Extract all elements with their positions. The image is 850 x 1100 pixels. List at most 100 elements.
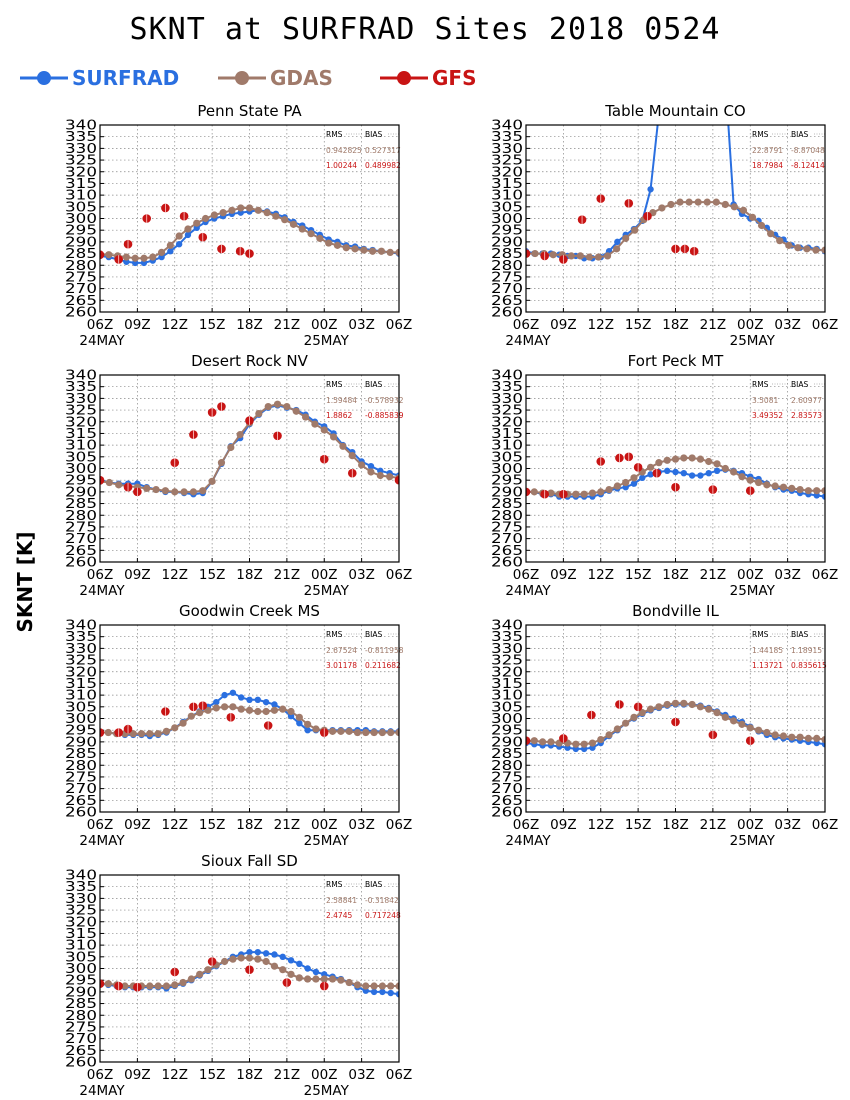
y-tick-label: 320 xyxy=(65,414,97,430)
y-tick-label: 285 xyxy=(65,746,97,762)
gdas-series-point xyxy=(262,707,270,716)
gdas-series-point xyxy=(171,724,179,732)
date-label: 24MAY xyxy=(79,833,125,849)
gdas-series-point xyxy=(149,253,157,261)
gdas-series-point xyxy=(245,954,254,962)
x-tick-label: 12Z xyxy=(162,317,188,333)
stats-gfs-rms: 1.00244 xyxy=(326,161,357,170)
surfrad-series-point xyxy=(287,957,295,964)
gdas-series-point xyxy=(311,420,319,428)
y-tick-label: 340 xyxy=(65,618,97,634)
y-tick-label: 280 xyxy=(65,508,97,524)
y-tick-label: 320 xyxy=(491,664,523,680)
gdas-series-point xyxy=(622,478,630,487)
x-tick-label: 12Z xyxy=(162,1067,188,1083)
y-tick-label: 310 xyxy=(65,938,97,954)
x-tick-label: 21Z xyxy=(274,317,300,333)
x-tick-label: 21Z xyxy=(700,817,726,833)
y-tick-label: 275 xyxy=(65,519,97,535)
gdas-series-point xyxy=(605,731,613,739)
x-tick-label: 09Z xyxy=(550,817,576,833)
stats-gfs-rms: 1.13721 xyxy=(752,661,783,670)
x-tick-label: 15Z xyxy=(199,317,225,333)
gdas-series-point xyxy=(694,198,702,206)
date-label: 24MAY xyxy=(79,583,125,599)
date-label: 25MAY xyxy=(730,583,776,599)
gdas-series-point xyxy=(208,477,216,485)
stats-gdas-rms: 3.5081 xyxy=(752,396,778,405)
y-tick-label: 305 xyxy=(65,699,97,715)
gdas-series-point xyxy=(788,484,796,492)
y-tick-label: 315 xyxy=(65,176,97,192)
gdas-series-point xyxy=(358,461,366,469)
stats-gfs-rms: 1.8862 xyxy=(326,411,352,420)
gdas-series-point xyxy=(362,982,370,990)
y-tick-label: 280 xyxy=(65,258,97,274)
gdas-series-point xyxy=(804,734,812,742)
gfs-series-point xyxy=(526,487,531,497)
surfrad-series-point xyxy=(821,493,825,500)
gdas-series-point xyxy=(270,962,279,970)
x-tick-label: 00Z xyxy=(311,817,337,833)
surfrad-series-point xyxy=(697,75,703,81)
gdas-series-point xyxy=(671,455,680,463)
gdas-series-point xyxy=(638,709,646,717)
stats-gdas-bias: -0.31842 xyxy=(365,896,399,905)
surfrad-series-point xyxy=(681,75,687,81)
gdas-series-point xyxy=(530,488,538,496)
x-tick-label: 06Z xyxy=(513,567,539,583)
gdas-series-point xyxy=(140,254,148,262)
surfrad-series-point xyxy=(184,231,192,239)
date-label: 24MAY xyxy=(79,1083,125,1099)
y-tick-label: 310 xyxy=(491,188,523,204)
y-tick-label: 300 xyxy=(491,711,523,727)
gdas-series-point xyxy=(337,727,345,735)
gdas-series-point xyxy=(360,246,368,254)
x-tick-label: 18Z xyxy=(662,567,688,583)
y-tick-label: 305 xyxy=(65,449,97,465)
surfrad-series-point xyxy=(237,694,245,701)
x-tick-label: 15Z xyxy=(199,817,225,833)
y-tick-label: 300 xyxy=(65,461,97,477)
gdas-series-point xyxy=(730,717,738,725)
plot-frame xyxy=(99,374,400,563)
gdas-series-point xyxy=(685,198,693,206)
gdas-series-point xyxy=(367,468,375,476)
stats-gdas-rms: 2.67524 xyxy=(326,646,357,655)
gdas-series-point xyxy=(154,730,162,738)
gdas-series-point xyxy=(663,700,671,709)
surfrad-series-point xyxy=(680,469,688,477)
stats-gdas-bias: 0.527317 xyxy=(365,146,401,155)
surfrad-series-point xyxy=(296,960,303,968)
y-tick-label: 275 xyxy=(65,269,97,285)
gdas-series-point xyxy=(369,247,377,255)
stats-gfs-bias: 0.717248 xyxy=(365,911,401,920)
gdas-series-point xyxy=(370,728,378,737)
surfrad-series-point xyxy=(614,238,621,246)
gdas-series-point xyxy=(754,478,763,487)
y-tick-label: 310 xyxy=(491,438,523,454)
y-tick-label: 335 xyxy=(491,379,523,395)
surfrad-series-point xyxy=(688,472,696,479)
gdas-series-point xyxy=(658,204,666,212)
x-tick-label: 03Z xyxy=(348,817,374,833)
y-tick-label: 260 xyxy=(491,555,523,571)
y-tick-label: 330 xyxy=(65,141,97,157)
date-label: 25MAY xyxy=(304,583,350,599)
gdas-series-point xyxy=(376,471,384,480)
chart-title: Goodwin Creek MS xyxy=(179,602,320,620)
y-tick-label: 340 xyxy=(491,618,523,634)
y-tick-label: 290 xyxy=(65,484,97,500)
plot-frame xyxy=(525,374,826,563)
y-tick-label: 285 xyxy=(65,996,97,1012)
gdas-series-point xyxy=(220,703,229,711)
surfrad-series-point xyxy=(387,989,394,997)
gdas-series-point xyxy=(746,476,754,484)
gfs-series-point xyxy=(100,475,105,485)
gfs-series-point xyxy=(100,250,105,260)
y-tick-label: 340 xyxy=(65,118,97,134)
gdas-series-point xyxy=(272,212,280,220)
y-tick-label: 270 xyxy=(65,781,97,797)
gdas-series-point xyxy=(146,730,154,738)
gdas-series-point xyxy=(646,463,655,471)
